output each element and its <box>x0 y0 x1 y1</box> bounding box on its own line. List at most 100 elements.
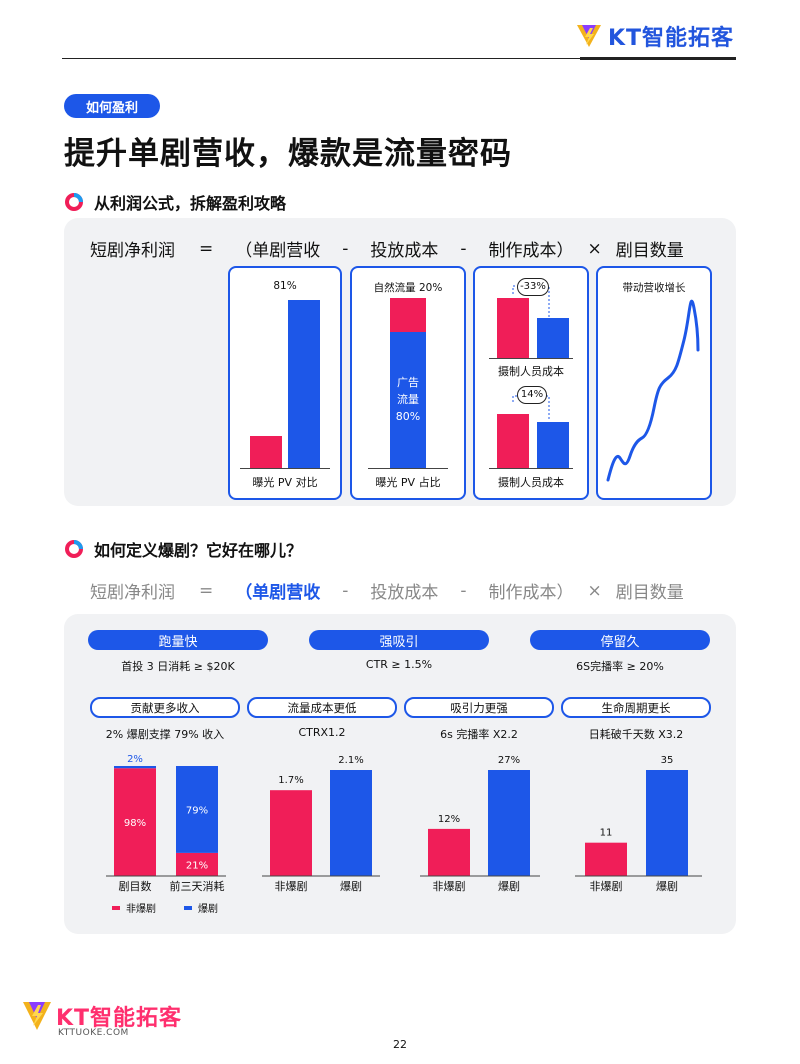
kt-logo-icon <box>23 1002 51 1030</box>
formula-row-2: 短剧净利润 = （单剧营收 - 投放成本 - 制作成本） × 剧目数量 <box>90 578 684 604</box>
footer-logo: KT智能拓客 <box>22 1000 182 1032</box>
bar <box>270 790 312 876</box>
brand-name: KT智能拓客 <box>607 26 734 51</box>
bar-non-hit <box>250 436 282 468</box>
exposure-share-card: 自然流量 20% 广告 流量 80% 曝光 PV 占比 <box>350 266 466 500</box>
bar <box>428 828 470 876</box>
formula-equals: = <box>199 238 214 259</box>
data-label: 2% <box>127 754 143 765</box>
ad-traffic-label: 广告 流量 80% <box>390 374 426 425</box>
criteria-desc: 首投 3 日消耗 ≥ $20K <box>121 660 235 673</box>
axis-line <box>489 468 573 469</box>
benefit-desc: 日耗破千天数 X3.2 <box>588 728 684 741</box>
card-caption: 曝光 PV 占比 <box>375 476 441 489</box>
stacked-bar-segment <box>114 766 156 769</box>
data-label: 21% <box>186 860 208 871</box>
card-caption: 摄制人员成本 <box>498 365 564 378</box>
category-label: 非爆剧 <box>590 879 623 893</box>
formula-row-1: 短剧净利润 = （单剧营收 - 投放成本 - 制作成本） × 剧目数量 <box>90 236 684 262</box>
legend-swatch-hit <box>184 905 192 910</box>
formula-minus: - <box>342 238 349 259</box>
card-title: 带动营收增长 <box>622 282 686 294</box>
data-label: 35 <box>661 755 674 766</box>
page-title: 提升单剧营收，爆款是流量密码 <box>64 136 512 172</box>
header-divider <box>62 58 736 59</box>
header-divider-accent <box>580 57 736 60</box>
formula-ad-cost: 投放成本 <box>370 583 439 603</box>
formula-drama-count: 剧目数量 <box>615 241 684 261</box>
axis-line <box>240 468 330 469</box>
category-label: 非爆剧 <box>433 879 466 893</box>
benefit-pill: 吸引力更强 <box>404 697 554 718</box>
section1-heading: 从利润公式，拆解盈利攻略 <box>64 190 286 214</box>
axis-line <box>489 358 573 359</box>
revenue-growth-curve <box>606 299 700 482</box>
section2-heading: 如何定义爆剧？它好在哪儿？ <box>64 537 302 561</box>
ring-bullet-icon <box>65 540 83 558</box>
cost-delta-badge: 14% <box>517 386 547 404</box>
data-label: 12% <box>438 814 460 825</box>
formula-times: × <box>587 238 602 259</box>
ad-traffic-line-2: 流量 <box>397 393 419 406</box>
bar <box>488 770 530 876</box>
formula-net-profit: 短剧净利润 <box>90 241 175 261</box>
bar-hit-cost <box>537 318 569 358</box>
bar-hit-cost <box>537 422 569 468</box>
section1-heading-text: 从利润公式，拆解盈利攻略 <box>94 194 287 213</box>
category-label: 爆剧 <box>340 879 362 893</box>
category-label: 非爆剧 <box>275 879 308 893</box>
section2-heading-text: 如何定义爆剧？它好在哪儿？ <box>94 541 303 560</box>
cost-delta-badge: -33% <box>517 278 549 296</box>
exposure-pv-card: 81% 曝光 PV 对比 <box>228 266 342 500</box>
card-caption: 摄制人员成本 <box>498 476 564 489</box>
organic-traffic-label: 自然流量 20% <box>373 282 443 294</box>
legend-non-hit: 非爆剧 <box>126 904 156 915</box>
formula-revenue: （单剧营收 <box>235 241 321 261</box>
category-label: 前三天消耗 <box>170 879 225 893</box>
stacked-bar-segment <box>176 852 218 876</box>
bar-non-hit-cost <box>497 298 529 358</box>
benefit-desc: 6s 完播率 X2.2 <box>440 728 518 741</box>
formula-drama-count: 剧目数量 <box>615 583 684 603</box>
axis-line <box>368 468 448 469</box>
revenue-growth-card: 带动营收增长 <box>596 266 712 500</box>
footer-url: KTTUOKE.COM <box>58 1028 129 1038</box>
criteria-pill: 强吸引 <box>309 630 489 650</box>
stacked-bar-segment <box>114 768 156 876</box>
bar <box>330 770 372 876</box>
card-caption: 曝光 PV 对比 <box>252 476 318 489</box>
crew-cost-card: -33% 摄制人员成本 14% 摄制人员成本 <box>473 266 589 500</box>
data-label: 11 <box>600 828 613 839</box>
criteria-desc: 6S完播率 ≥ 20% <box>576 660 664 673</box>
bar-ad-traffic <box>390 332 426 468</box>
data-label: 2.1% <box>338 755 363 766</box>
criteria-pill: 停留久 <box>530 630 710 650</box>
stacked-bar-segment <box>176 766 218 853</box>
formula-ad-cost: 投放成本 <box>370 241 439 261</box>
formula-production-cost: 制作成本） <box>488 241 574 261</box>
benefit-desc: CTRX1.2 <box>298 726 346 739</box>
category-label: 爆剧 <box>498 879 520 893</box>
criteria-desc: CTR ≥ 1.5% <box>365 658 433 671</box>
formula-minus: - <box>460 580 467 601</box>
bar-non-hit-cost <box>497 414 529 468</box>
criteria-pill: 跑量快 <box>88 630 268 650</box>
chart-legend: 非爆剧 爆剧 <box>112 900 218 915</box>
ad-traffic-value: 80% <box>395 410 421 423</box>
formula-minus: - <box>460 238 467 259</box>
formula-net-profit: 短剧净利润 <box>90 583 175 603</box>
legend-hit: 爆剧 <box>198 904 218 915</box>
bar <box>646 770 688 876</box>
bar-organic-traffic <box>390 298 426 332</box>
formula-revenue-highlight: （单剧营收 <box>235 583 321 603</box>
formula-times: × <box>587 580 602 601</box>
benefit-pill: 流量成本更低 <box>247 697 397 718</box>
benefit-desc: 2% 爆剧支撑 79% 收入 <box>105 728 225 741</box>
benefit-pill: 生命周期更长 <box>561 697 711 718</box>
bar <box>585 842 627 876</box>
category-label: 爆剧 <box>656 879 678 893</box>
page-number: 22 <box>393 1038 407 1051</box>
data-label: 98% <box>124 818 146 829</box>
section-tag: 如何盈利 <box>64 94 160 118</box>
